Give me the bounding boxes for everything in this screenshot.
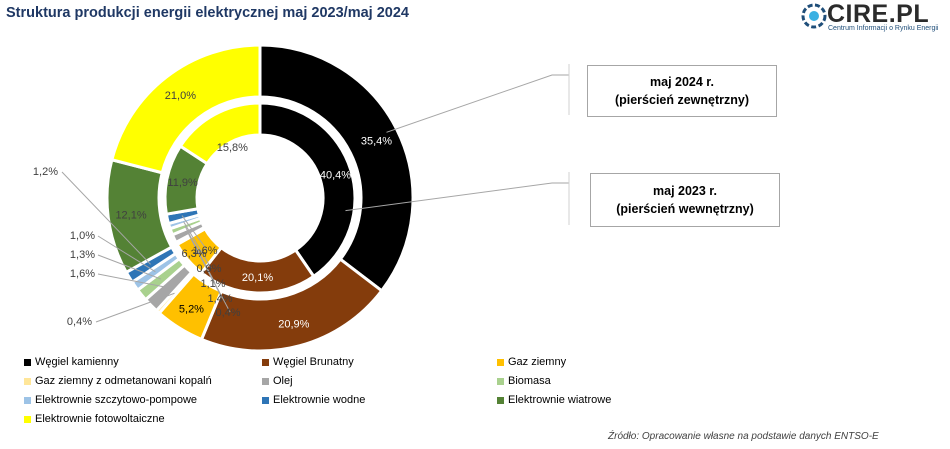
callout-outer-year: maj 2024 r. xyxy=(650,75,714,89)
leader-line-inner-elektrownie-wodne xyxy=(181,215,208,251)
legend-swatch xyxy=(497,396,504,404)
callout-leader-inner xyxy=(345,182,569,212)
legend-swatch xyxy=(262,396,269,404)
legend-label: Olej xyxy=(273,375,293,387)
data-labels: 35,4% 20,9% 5,2% 12,1% 21,0% 0,4% 1,6% 1,3% 1,0%… xyxy=(33,90,392,330)
legend-swatch xyxy=(497,377,504,385)
outer-ring-2024 xyxy=(105,43,415,353)
callout-leader-outer xyxy=(386,74,569,133)
outer-label-olej: 1,6% xyxy=(70,268,95,280)
leader-line-inner-elektrownie-szczytowo-pompowe xyxy=(183,221,212,269)
inner-slice-wegiel-kamienny xyxy=(258,101,357,279)
callout-inner-ring: maj 2023 r. (pierścień wewnętrzny) xyxy=(590,173,780,227)
inner-ring-2023 xyxy=(163,101,357,295)
inner-label-elektrownie-fotowoltaiczne: 15,8% xyxy=(217,142,248,154)
legend-swatch xyxy=(262,358,269,366)
legend-label: Węgiel kamienny xyxy=(35,356,119,368)
callout-outer-ring: maj 2024 r. (pierścień zewnętrzny) xyxy=(587,65,777,117)
outer-label-wegiel-kamienny: 35,4% xyxy=(361,135,392,147)
leader-line-inner-gaz-ziemny-z-odmetanowani-kopaln xyxy=(189,236,231,313)
legend-label: Elektrownie fotowoltaiczne xyxy=(35,413,165,425)
leader-line-outer-gaz-ziemny-z-odmetanowani-kopaln xyxy=(95,292,175,323)
legend-item-elektrownie-szczytowo-pompowe: Elektrownie szczytowo-pompowe xyxy=(24,394,197,406)
outer-label-wegiel-brunatny: 20,9% xyxy=(278,319,309,331)
leader-line-outer-olej xyxy=(97,273,169,289)
leader-lines xyxy=(61,64,570,323)
inner-label-gaz-ziemny-z-odmetanowani-kopaln: 0,4% xyxy=(215,307,240,319)
legend-label: Gaz ziemny xyxy=(508,356,567,368)
inner-label-olej: 1,4% xyxy=(207,293,232,305)
cire-logo: CIRE.PL Centrum Informacji o Rynku Energ… xyxy=(800,0,946,36)
legend-label: Biomasa xyxy=(508,375,551,387)
leader-line-outer-elektrownie-szczytowo-pompowe xyxy=(97,235,156,273)
leader-line-outer-elektrownie-wodne xyxy=(61,171,151,265)
legend-item-wegiel-kamienny: Węgiel kamienny xyxy=(24,356,119,368)
chart-title: Struktura produkcji energii elektrycznej… xyxy=(6,5,409,21)
outer-label-elektrownie-szczytowo-pompowe: 1,0% xyxy=(70,230,95,242)
inner-label-elektrownie-wiatrowe: 11,9% xyxy=(167,177,198,189)
legend-item-olej: Olej xyxy=(262,375,293,387)
outer-label-gaz-ziemny: 5,2% xyxy=(179,303,204,315)
outer-label-gaz-ziemny-z-odmetanowani-kopaln: 0,4% xyxy=(67,316,92,328)
legend-item-elektrownie-wiatrowe: Elektrownie wiatrowe xyxy=(497,394,611,406)
legend-item-elektrownie-wodne: Elektrownie wodne xyxy=(262,394,365,406)
outer-slice-wegiel-kamienny xyxy=(258,43,415,293)
outer-label-elektrownie-wiatrowe: 12,1% xyxy=(115,209,146,221)
leader-line-outer-biomasa xyxy=(97,254,162,280)
inner-label-elektrownie-wodne: 1,6% xyxy=(192,245,217,257)
legend-item-biomasa: Biomasa xyxy=(497,375,551,387)
inner-slice-elektrownie-fotowoltaiczne xyxy=(178,101,262,166)
outer-slice-elektrownie-fotowoltaiczne xyxy=(110,43,262,175)
legend-label: Gaz ziemny z odmetanowani kopalń xyxy=(35,375,212,387)
legend-item-wegiel-brunatny: Węgiel Brunatny xyxy=(262,356,354,368)
legend-swatch xyxy=(24,415,31,423)
logo-icon xyxy=(801,3,827,29)
source-note: Źródło: Opracowanie własne na podstawie … xyxy=(608,431,879,442)
outer-label-biomasa: 1,3% xyxy=(70,249,95,261)
logo-subtitle: Centrum Informacji o Rynku Energii xyxy=(828,25,939,32)
logo-text: CIRE.PL xyxy=(827,0,930,28)
callout-inner-desc: (pierścień wewnętrzny) xyxy=(616,202,754,216)
callout-inner-year: maj 2023 r. xyxy=(653,184,717,198)
legend-label: Węgiel Brunatny xyxy=(273,356,354,368)
inner-label-elektrownie-szczytowo-pompowe: 0,9% xyxy=(196,263,221,275)
legend-swatch xyxy=(24,396,31,404)
inner-label-wegiel-kamienny: 40,4% xyxy=(320,170,351,182)
legend-swatch xyxy=(24,358,31,366)
outer-label-elektrownie-wodne: 1,2% xyxy=(33,166,58,178)
legend-swatch xyxy=(24,377,31,385)
outer-label-elektrownie-fotowoltaiczne: 21,0% xyxy=(165,90,196,102)
inner-label-gaz-ziemny: 6,3% xyxy=(181,248,206,260)
legend-item-elektrownie-fotowoltaiczne: Elektrownie fotowoltaiczne xyxy=(24,413,165,425)
legend-label: Elektrownie wiatrowe xyxy=(508,394,612,406)
legend-label: Elektrownie szczytowo-pompowe xyxy=(35,394,198,406)
legend-item-gaz-ziemny: Gaz ziemny xyxy=(497,356,566,368)
legend-item-gaz-ziemny-z-odmetanowani-kopaln: Gaz ziemny z odmetanowani kopalń xyxy=(24,375,212,387)
legend-swatch xyxy=(497,358,504,366)
legend-label: Elektrownie wodne xyxy=(273,394,366,406)
inner-label-biomasa: 1,1% xyxy=(200,278,225,290)
inner-label-wegiel-brunatny: 20,1% xyxy=(242,272,273,284)
legend-swatch xyxy=(262,377,269,385)
callout-outer-desc: (pierścień zewnętrzny) xyxy=(614,93,750,107)
